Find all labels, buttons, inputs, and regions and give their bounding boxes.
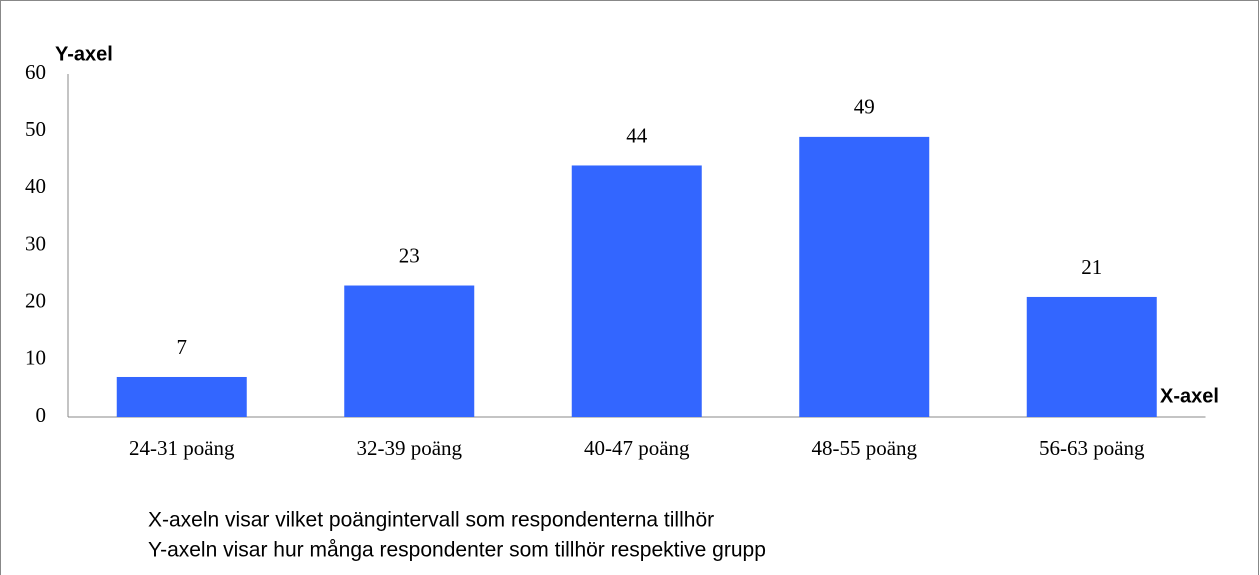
y-axis-label: Y-axel [55, 43, 113, 65]
x-tick-label: 24-31 poäng [129, 436, 235, 460]
data-label: 44 [626, 123, 648, 147]
x-tick-label: 48-55 poäng [811, 436, 917, 460]
bar [571, 165, 702, 417]
data-label: 49 [854, 95, 875, 119]
y-tick-label: 30 [25, 231, 46, 255]
bar [1026, 296, 1157, 417]
y-tick-label: 60 [25, 60, 46, 84]
bar [116, 376, 247, 417]
x-tick-label: 40-47 poäng [584, 436, 690, 460]
note: X-axeln visar vilket poängintervall som … [148, 509, 714, 532]
note: Y-axeln visar hur många respondenter som… [148, 539, 766, 562]
y-tick-label: 20 [25, 288, 46, 312]
x-tick-label: 56-63 poäng [1039, 436, 1145, 460]
bar [799, 136, 930, 417]
bar [344, 285, 475, 417]
data-label: 21 [1081, 255, 1102, 279]
x-tick-label: 32-39 poäng [356, 436, 462, 460]
data-label: 7 [177, 335, 188, 359]
x-label-bg [1158, 380, 1248, 414]
y-tick-label: 40 [25, 174, 46, 198]
y-tick-label: 10 [25, 346, 46, 370]
x-axis-label: X-axel [1160, 385, 1219, 407]
y-tick-label: 50 [25, 117, 46, 141]
data-label: 23 [399, 243, 420, 267]
y-tick-label: 0 [36, 403, 47, 427]
